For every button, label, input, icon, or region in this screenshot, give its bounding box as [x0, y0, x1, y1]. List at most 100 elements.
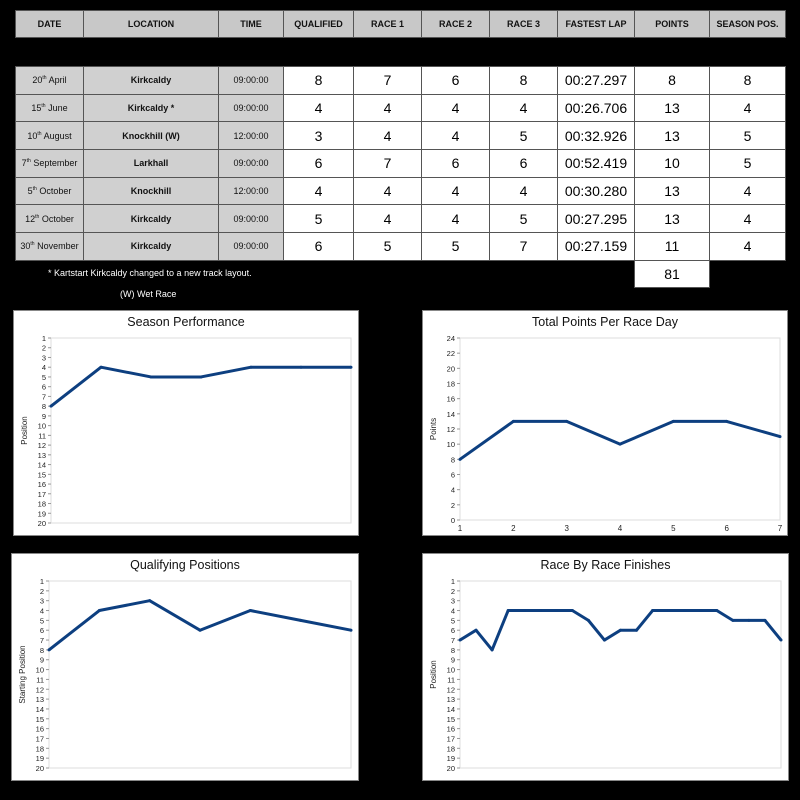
data-point [635, 628, 639, 632]
y-tick-label: 5 [451, 616, 455, 625]
data-point [778, 435, 782, 439]
data-point [715, 609, 719, 613]
y-tick-label: 12 [447, 685, 455, 694]
track-layout-note: * Kartstart Kirkcaldy changed to a new t… [48, 268, 252, 278]
y-tick-label: 6 [451, 471, 455, 480]
ordinal: th [32, 186, 37, 193]
cell-race-1: 4 [353, 176, 422, 206]
y-tick-label: 7 [40, 636, 44, 645]
data-point [570, 609, 574, 613]
y-tick-label: 13 [38, 451, 46, 460]
day: 15 [31, 103, 42, 114]
day: 7 [21, 158, 27, 169]
y-tick-label: 18 [36, 744, 44, 753]
data-point [49, 404, 53, 408]
data-point [651, 609, 655, 613]
cell-date: 5th October [15, 176, 84, 206]
cell-date: 10th August [15, 121, 84, 151]
ordinal: th [41, 103, 46, 110]
cell-race-1: 7 [353, 149, 422, 178]
data-point [506, 609, 510, 613]
y-tick-label: 18 [447, 380, 455, 389]
series-line [48, 599, 352, 652]
data-point [490, 648, 494, 652]
data-point [699, 609, 703, 613]
data-point [565, 419, 569, 423]
y-tick-label: 14 [38, 461, 46, 470]
race-finishes-chart: Race By Race Finishes 1 2 3 4 5 6 7 8 9 10 11 12 13 14… [422, 553, 789, 781]
header-points: POINTS [634, 10, 710, 38]
y-tick-label: 5 [40, 616, 44, 625]
cell-qualified: 4 [283, 176, 354, 206]
cell-season-pos: 8 [709, 66, 786, 95]
ordinal: th [35, 213, 40, 220]
y-axis-label: Position [20, 416, 29, 444]
y-tick-label: 3 [40, 597, 44, 606]
table-row: 7th September Larkhall 09:00:00 6 7 6 6 00:52.4… [15, 149, 786, 178]
data-point [763, 618, 767, 622]
data-point [779, 638, 783, 642]
cell-race-2: 4 [421, 204, 490, 234]
ordinal: th [42, 75, 47, 82]
plot-area [459, 337, 781, 521]
data-point [349, 365, 353, 369]
cell-date: 12th October [15, 204, 84, 234]
month: September [33, 158, 78, 169]
table-row: 15th June Kirkcaldy * 09:00:00 4 4 4 4 00:26.70… [15, 93, 786, 123]
cell-time: 09:00:00 [218, 149, 284, 178]
cell-race-2: 6 [421, 66, 490, 95]
y-tick-label: 15 [447, 715, 455, 724]
cell-race-1: 4 [353, 93, 422, 123]
x-tick-label: 2 [511, 524, 516, 533]
data-point [47, 648, 51, 652]
cell-race-1: 4 [353, 204, 422, 234]
cell-qualified: 5 [283, 204, 354, 234]
table-row: 5th October Knockhill 12:00:00 4 4 4 4 00:30.28… [15, 176, 786, 206]
data-point [349, 628, 353, 632]
day: 5 [27, 186, 33, 197]
cell-location: Larkhall [83, 149, 219, 178]
ordinal: th [26, 158, 31, 165]
cell-points: 13 [634, 93, 710, 123]
y-tick-label: 6 [451, 626, 455, 635]
y-tick-label: 16 [36, 725, 44, 734]
cell-race-1: 7 [353, 66, 422, 95]
y-tick-label: 11 [38, 431, 46, 440]
y-tick-label: 24 [447, 334, 455, 343]
y-tick-label: 17 [447, 734, 455, 743]
header-qualified: QUALIFIED [283, 10, 354, 38]
header-race3: RACE 3 [489, 10, 558, 38]
y-tick-label: 9 [451, 656, 455, 665]
cell-race-3: 5 [489, 204, 558, 234]
y-tick-label: 13 [36, 695, 44, 704]
cell-season-pos: 5 [709, 121, 786, 151]
y-tick-label: 0 [451, 516, 455, 525]
ordinal: th [37, 130, 42, 137]
cell-race-3: 6 [489, 149, 558, 178]
data-point [299, 618, 303, 622]
cell-points: 11 [634, 232, 710, 261]
qualifying-positions-chart: Qualifying Positions 1 2 3 4 5 6 7 8 9 10 11 12 13 14 1… [11, 553, 359, 781]
y-tick-label: 12 [447, 425, 455, 434]
x-tick-label: 4 [618, 524, 623, 533]
y-tick-label: 10 [36, 666, 44, 675]
cell-location: Kirkcaldy * [83, 93, 219, 123]
month: August [43, 130, 72, 141]
cell-qualified: 6 [283, 149, 354, 178]
day: 10 [27, 130, 38, 141]
header-location: LOCATION [83, 10, 219, 38]
cell-race-3: 5 [489, 121, 558, 151]
data-point [248, 609, 252, 613]
series-line [50, 365, 351, 408]
month: April [48, 75, 67, 86]
data-point [458, 457, 462, 461]
cell-race-1: 5 [353, 232, 422, 261]
plot-area [50, 337, 352, 524]
cell-race-3: 4 [489, 93, 558, 123]
cell-race-1: 4 [353, 121, 422, 151]
cell-qualified: 3 [283, 121, 354, 151]
y-tick-label: 1 [40, 577, 44, 586]
header-time: TIME [218, 10, 284, 38]
data-point [149, 375, 153, 379]
